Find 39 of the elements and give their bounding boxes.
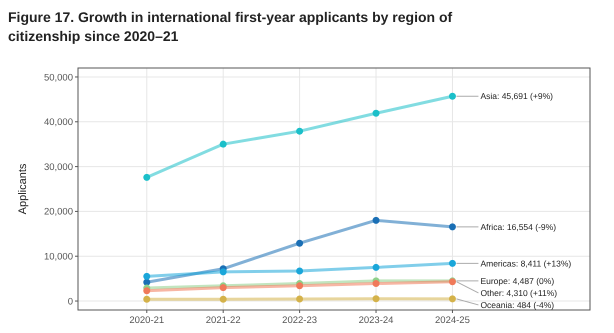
point	[296, 240, 304, 247]
point	[372, 110, 380, 117]
point	[448, 260, 456, 267]
point	[448, 223, 456, 230]
point	[372, 264, 380, 271]
annotation: Africa: 16,554 (-9%)	[480, 222, 556, 232]
y-tick-label: 50,000	[44, 72, 73, 84]
x-tick-label: 2023-24	[358, 315, 394, 326]
y-tick-label: 20,000	[44, 206, 73, 218]
point	[143, 174, 150, 181]
point	[220, 140, 227, 148]
x-tick-label: 2020-21	[129, 315, 164, 326]
point	[296, 296, 304, 303]
y-axis-title: Applicants	[17, 163, 29, 214]
point	[372, 216, 380, 224]
x-tick-label: 2021-22	[206, 315, 241, 326]
y-tick-label: 0	[68, 296, 73, 308]
annotation: Europe: 4,487 (0%)	[480, 276, 554, 286]
point	[220, 296, 227, 303]
point	[448, 295, 456, 302]
x-tick-label: 2024-25	[435, 315, 470, 326]
y-tick-label: 30,000	[44, 162, 73, 173]
point	[448, 92, 456, 100]
point	[296, 128, 304, 135]
point	[296, 268, 304, 275]
y-tick-label: 10,000	[44, 252, 73, 263]
point	[143, 287, 150, 294]
annotation: Other: 4,310 (+11%)	[480, 288, 558, 298]
point	[372, 295, 380, 302]
point	[372, 280, 380, 288]
point	[143, 296, 150, 303]
annotation: Asia: 45,691 (+9%)	[480, 91, 554, 102]
annotation: Oceania: 484 (-4%)	[480, 300, 554, 310]
chart-title: Figure 17. Growth in international first-year applicants by region of citizenship since 2020–21	[8, 9, 453, 44]
x-tick-label: 2022-23	[282, 315, 318, 326]
point	[220, 268, 227, 276]
point	[143, 272, 150, 280]
y-tick-label: 40,000	[44, 117, 73, 128]
annotation: Americas: 8,411 (+13%)	[480, 258, 572, 268]
